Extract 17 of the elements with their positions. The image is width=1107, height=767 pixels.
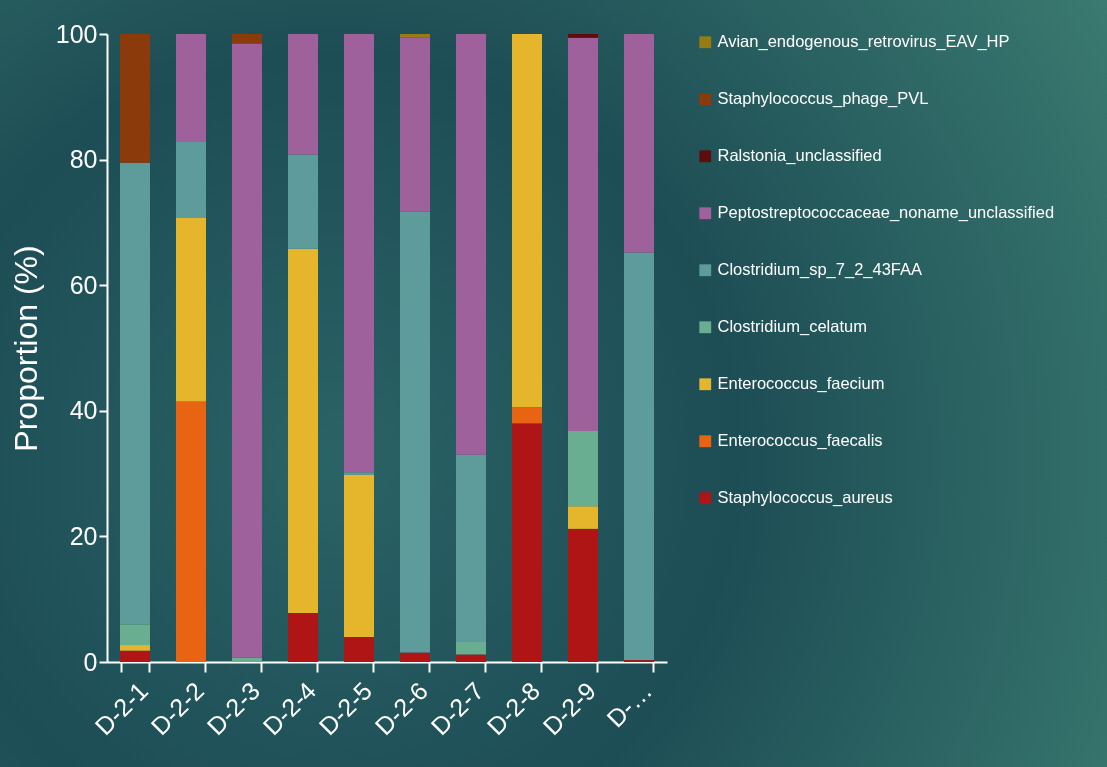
- y-tick-label: 60: [69, 270, 98, 299]
- x-tick-label: D-…: [601, 676, 658, 733]
- legend-label: Enterococcus_faecalis: [717, 431, 883, 451]
- y-tick-label: 20: [69, 521, 98, 550]
- legend-label: Peptostreptococcaceae_noname_unclassified: [717, 203, 1055, 223]
- legend-label: Staphylococcus_phage_PVL: [717, 89, 929, 109]
- y-tick-label: 100: [55, 19, 98, 48]
- legend-label: Avian_endogenous_retrovirus_EAV_HP: [717, 32, 1010, 52]
- y-tick-label: 80: [69, 145, 98, 174]
- y-tick-label: 0: [83, 647, 98, 676]
- legend-label: Enterococcus_faecium: [717, 374, 885, 394]
- legend-label: Clostridium_sp_7_2_43FAA: [717, 260, 923, 280]
- y-axis-title: Proportion (%): [7, 245, 44, 452]
- legend-label: Ralstonia_unclassified: [717, 146, 882, 166]
- legend-label: Clostridium_celatum: [717, 317, 867, 337]
- y-tick-label: 40: [69, 396, 98, 425]
- legend-label: Staphylococcus_aureus: [717, 488, 893, 508]
